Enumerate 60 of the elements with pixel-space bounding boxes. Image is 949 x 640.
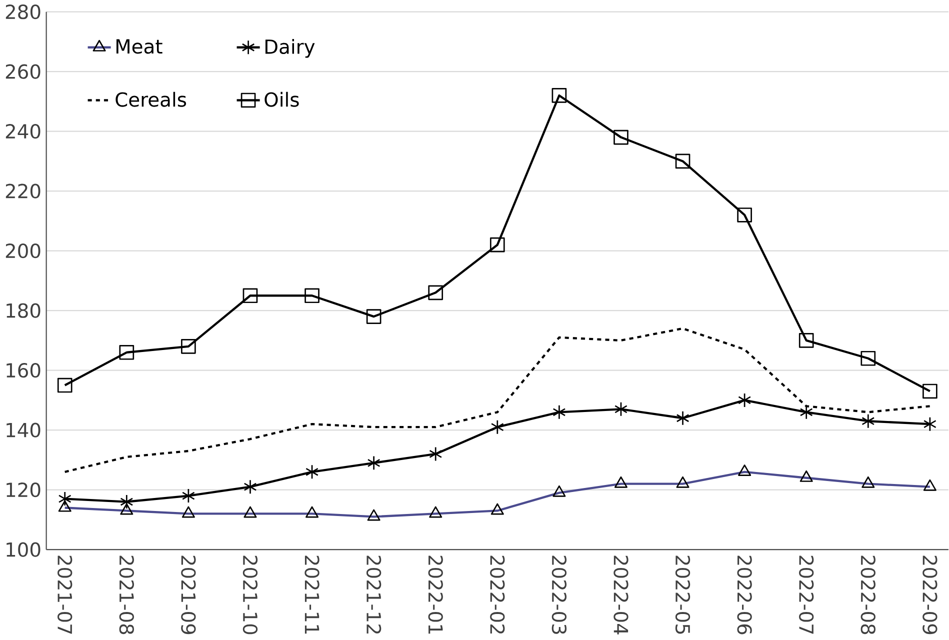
point — [429, 446, 442, 462]
x-tick-label: 2021-09 — [181, 556, 196, 634]
x-tick-label: 2021-08 — [119, 556, 134, 634]
x-tick-label: 2021-07 — [58, 556, 72, 634]
point — [614, 402, 628, 417]
point — [923, 416, 936, 432]
y-tick-label: 140 — [6, 422, 40, 438]
point — [862, 414, 875, 429]
point — [181, 339, 196, 354]
y-tick-label: 220 — [6, 184, 40, 198]
point — [58, 491, 72, 506]
x-tick-label: 2022-05 — [675, 556, 690, 634]
x-tick-label: 2021-11 — [304, 556, 320, 634]
y-tick-label: 260 — [6, 64, 40, 79]
point — [676, 410, 690, 426]
point — [798, 333, 814, 348]
point — [120, 494, 134, 510]
legend-label: Meat — [116, 39, 162, 54]
x-tick-label: 2022-03 — [552, 556, 567, 634]
point — [738, 392, 752, 408]
y-tick-label: 180 — [6, 303, 40, 318]
point — [552, 88, 567, 103]
x-tick-label: 2022-06 — [737, 556, 752, 634]
legend-label: Cereals — [116, 92, 186, 107]
y-tick-label: 160 — [6, 363, 40, 378]
x-tick-label: 2022-04 — [614, 556, 628, 634]
point — [737, 208, 752, 222]
point — [860, 350, 876, 366]
x-tick-label: 2022-01 — [428, 556, 443, 634]
point — [428, 285, 444, 300]
y-tick-label: 280 — [6, 4, 40, 20]
point — [119, 345, 134, 360]
y-tick-label: 100 — [6, 542, 40, 557]
point — [490, 420, 504, 435]
y-tick-label: 240 — [6, 124, 40, 139]
point — [57, 378, 72, 393]
point — [244, 479, 257, 494]
x-tick-label: 2021-10 — [242, 556, 258, 634]
legend-label: Dairy — [265, 39, 315, 58]
point — [304, 288, 320, 304]
point — [306, 464, 319, 480]
x-tick-label: 2022-09 — [922, 556, 938, 634]
line-series — [64, 327, 932, 474]
point — [366, 309, 382, 324]
point — [242, 288, 258, 304]
x-tick-label: 2021-12 — [366, 556, 382, 634]
point — [675, 154, 690, 169]
point — [367, 456, 380, 470]
point — [490, 237, 505, 252]
point — [922, 384, 938, 399]
point — [182, 488, 195, 504]
x-tick-label: 2022-02 — [490, 556, 505, 634]
y-tick-label: 120 — [6, 482, 40, 498]
y-tick-label: 200 — [6, 244, 40, 258]
point — [552, 404, 566, 420]
point — [614, 130, 628, 145]
x-tick-label: 2022-08 — [860, 556, 876, 634]
x-tick-label: 2022-07 — [799, 556, 814, 634]
legend-label: Oils — [264, 92, 299, 107]
point — [800, 404, 813, 420]
